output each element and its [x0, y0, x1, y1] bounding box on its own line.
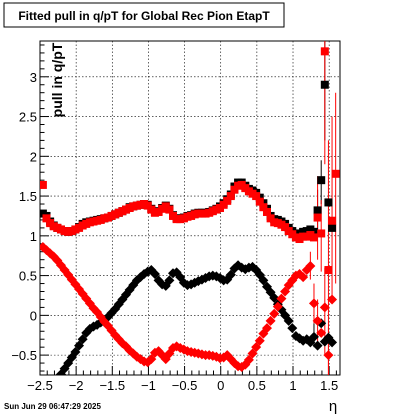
diamond-marker: [55, 369, 66, 375]
square-marker: [165, 205, 174, 214]
square-marker: [255, 197, 264, 206]
title-box: Fitted pull in q/pT for Global Rec Pion …: [3, 2, 285, 28]
y-tick-label: −0.5: [11, 348, 37, 363]
x-tick-label: −1: [141, 378, 156, 393]
square-marker: [313, 213, 322, 222]
series-red-squares: [40, 47, 340, 275]
x-tick-label: −1.5: [99, 378, 125, 393]
x-axis-label: η: [329, 398, 337, 414]
diamond-marker: [164, 275, 175, 286]
x-tick-label: 0: [217, 378, 224, 393]
square-marker: [313, 206, 322, 215]
diamond-marker: [316, 327, 327, 338]
diamond-marker: [269, 308, 280, 319]
diamond-marker: [312, 315, 323, 326]
square-marker: [331, 169, 340, 178]
x-tick-label: −0.5: [172, 378, 198, 393]
x-tick-label: 1.5: [320, 378, 338, 393]
diamond-marker: [308, 331, 319, 342]
y-tick-label: 0.5: [19, 269, 37, 284]
x-tick-label: −2.5: [27, 378, 53, 393]
y-tick-label: 1: [30, 229, 37, 244]
error-bar-layer: [309, 41, 337, 375]
diamond-marker: [254, 335, 265, 346]
y-tick-label: 2: [30, 149, 37, 164]
title-frame: [3, 2, 285, 28]
diamond-marker: [261, 323, 272, 334]
diamond-marker: [298, 272, 309, 283]
square-marker: [42, 214, 51, 223]
diamond-marker: [312, 340, 323, 351]
square-marker: [320, 47, 329, 56]
square-marker: [320, 80, 329, 89]
timestamp: Sun Jun 29 06:47:29 2025: [4, 402, 101, 411]
marker-layer: [40, 47, 340, 375]
y-tick-label: 0: [30, 308, 37, 323]
diamond-marker: [40, 241, 48, 252]
series-black-diamonds: [55, 260, 338, 375]
square-marker: [226, 192, 235, 201]
square-marker: [328, 223, 337, 232]
diamond-marker: [287, 323, 298, 334]
diamond-marker: [265, 315, 276, 326]
square-marker: [324, 198, 333, 207]
plot-frame: [39, 40, 341, 376]
chart-title: Fitted pull in q/pT for Global Rec Pion …: [18, 9, 270, 23]
frame-layer: [39, 40, 341, 376]
y-tick-label: 1.5: [19, 189, 37, 204]
diamond-marker: [323, 350, 334, 361]
square-marker: [309, 233, 318, 242]
square-marker: [40, 180, 47, 189]
diamond-marker: [327, 294, 338, 305]
series-red-diamonds: [40, 241, 338, 373]
x-tick-label: −2: [69, 378, 84, 393]
square-marker: [324, 266, 333, 275]
diamond-marker: [305, 261, 316, 272]
square-marker: [317, 176, 326, 185]
square-marker: [259, 203, 268, 212]
diamond-marker: [276, 293, 287, 304]
square-marker: [328, 216, 337, 225]
square-marker: [252, 192, 261, 201]
diamond-marker: [308, 298, 319, 309]
square-marker: [262, 207, 271, 216]
square-marker: [317, 229, 326, 238]
diamond-marker: [283, 315, 294, 326]
y-tick-label: 3: [30, 70, 37, 85]
diamond-marker: [327, 337, 338, 348]
diamond-marker: [319, 302, 330, 313]
diamond-marker: [45, 248, 56, 259]
x-tick-label: 1: [289, 378, 296, 393]
tick-layer: −2.5 −2 −1.5 −1 −0.5 0 0.5 1 1.5 −0.5 0 0.5 1 1.5 2 2.5…: [11, 44, 338, 393]
x-tick-label: 0.5: [248, 378, 266, 393]
y-axis-label: pull in q/pT: [49, 42, 65, 117]
y-tick-label: 2.5: [19, 110, 37, 125]
diamond-marker: [272, 301, 283, 312]
square-marker: [223, 196, 232, 205]
